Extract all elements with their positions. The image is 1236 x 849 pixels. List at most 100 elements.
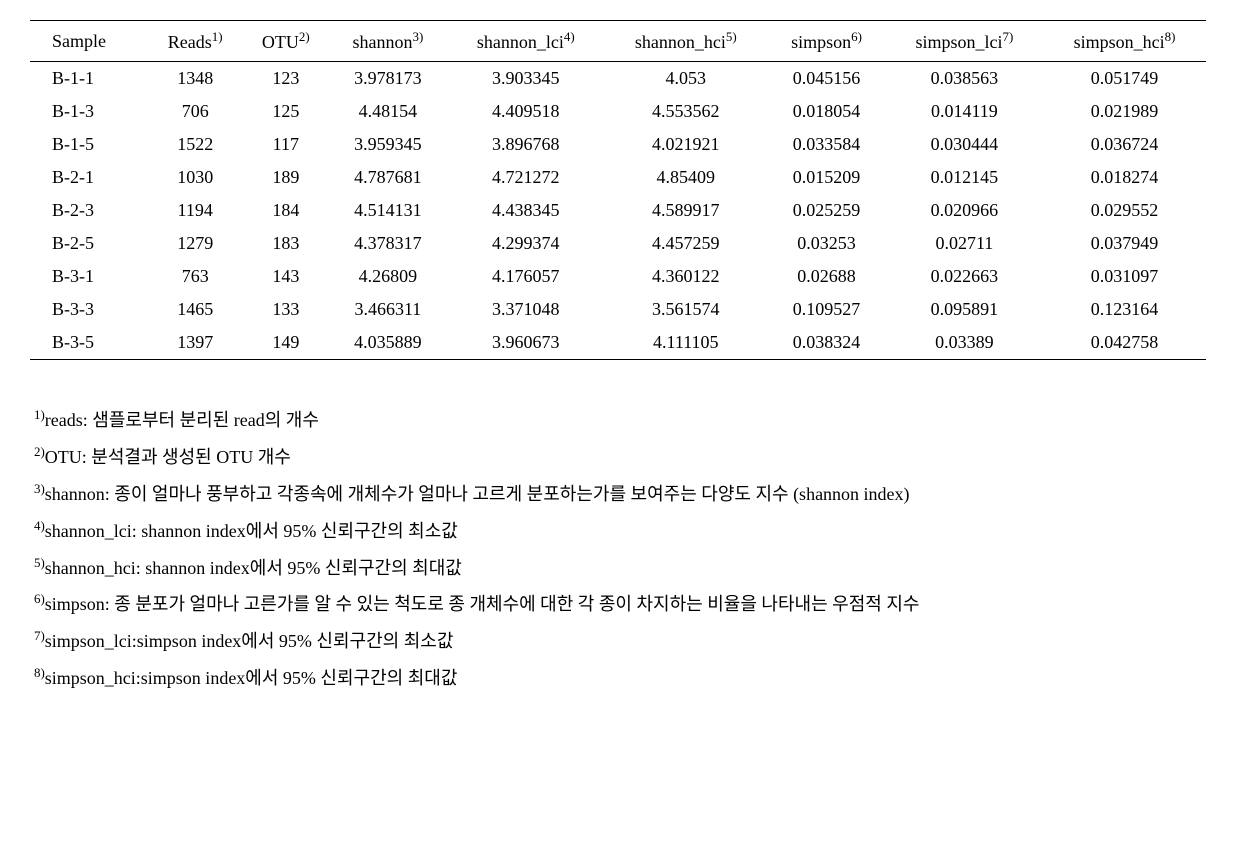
diversity-table: SampleReads1)OTU2)shannon3)shannon_lci4)… bbox=[30, 20, 1206, 360]
table-cell: 149 bbox=[243, 326, 329, 360]
table-cell: 4.589917 bbox=[604, 194, 767, 227]
table-cell: B-2-1 bbox=[30, 161, 147, 194]
table-cell: 183 bbox=[243, 227, 329, 260]
table-cell: 4.299374 bbox=[447, 227, 604, 260]
footnote: 3)shannon: 종이 얼마나 풍부하고 각종속에 개체수가 얼마나 고르게… bbox=[34, 476, 1206, 513]
table-cell: 0.109527 bbox=[767, 293, 886, 326]
table-cell: 1279 bbox=[147, 227, 243, 260]
footnote-sup: 3) bbox=[34, 481, 45, 496]
table-cell: 133 bbox=[243, 293, 329, 326]
table-cell: 3.903345 bbox=[447, 62, 604, 96]
table-cell: 3.896768 bbox=[447, 128, 604, 161]
table-cell: B-2-3 bbox=[30, 194, 147, 227]
table-cell: 0.095891 bbox=[886, 293, 1043, 326]
table-cell: 3.466311 bbox=[329, 293, 448, 326]
footnote-sup: 5) bbox=[34, 555, 45, 570]
table-cell: 3.371048 bbox=[447, 293, 604, 326]
table-cell: 0.014119 bbox=[886, 95, 1043, 128]
footnote-text: simpson_hci:simpson index에서 95% 신뢰구간의 최대… bbox=[45, 668, 458, 688]
col-header: OTU2) bbox=[243, 21, 329, 62]
table-cell: 0.051749 bbox=[1043, 62, 1206, 96]
table-cell: 1465 bbox=[147, 293, 243, 326]
table-row: B-2-311941844.5141314.4383454.5899170.02… bbox=[30, 194, 1206, 227]
footnote: 6)simpson: 종 분포가 얼마나 고른가를 알 수 있는 척도로 종 개… bbox=[34, 586, 1206, 623]
col-header: simpson_lci7) bbox=[886, 21, 1043, 62]
table-cell: 0.033584 bbox=[767, 128, 886, 161]
footnote: 7)simpson_lci:simpson index에서 95% 신뢰구간의 … bbox=[34, 623, 1206, 660]
table-cell: 4.721272 bbox=[447, 161, 604, 194]
col-label: Reads bbox=[168, 32, 212, 52]
footnote-text: simpson_lci:simpson index에서 95% 신뢰구간의 최소… bbox=[45, 631, 454, 651]
table-cell: 0.03389 bbox=[886, 326, 1043, 360]
table-cell: 3.561574 bbox=[604, 293, 767, 326]
table-header-row: SampleReads1)OTU2)shannon3)shannon_lci4)… bbox=[30, 21, 1206, 62]
table-row: B-1-113481233.9781733.9033454.0530.04515… bbox=[30, 62, 1206, 96]
table-row: B-3-513971494.0358893.9606734.1111050.03… bbox=[30, 326, 1206, 360]
col-label: simpson_hci bbox=[1074, 32, 1165, 52]
footnote-sup: 2) bbox=[34, 444, 45, 459]
footnote-text: OTU: 분석결과 생성된 OTU 개수 bbox=[45, 447, 291, 467]
table-cell: B-1-5 bbox=[30, 128, 147, 161]
table-cell: 4.035889 bbox=[329, 326, 448, 360]
table-cell: 0.036724 bbox=[1043, 128, 1206, 161]
table-cell: 4.111105 bbox=[604, 326, 767, 360]
footnote-text: shannon_lci: shannon index에서 95% 신뢰구간의 최… bbox=[45, 521, 458, 541]
table-cell: B-1-1 bbox=[30, 62, 147, 96]
table-cell: 0.038324 bbox=[767, 326, 886, 360]
table-cell: 4.514131 bbox=[329, 194, 448, 227]
table-cell: 4.438345 bbox=[447, 194, 604, 227]
table-cell: 0.02711 bbox=[886, 227, 1043, 260]
footnote-sup: 1) bbox=[34, 407, 45, 422]
table-cell: 0.015209 bbox=[767, 161, 886, 194]
table-cell: 0.030444 bbox=[886, 128, 1043, 161]
table-cell: 189 bbox=[243, 161, 329, 194]
footnote: 1)reads: 샘플로부터 분리된 read의 개수 bbox=[34, 402, 1206, 439]
table-cell: 1522 bbox=[147, 128, 243, 161]
col-header: shannon_lci4) bbox=[447, 21, 604, 62]
footnote-text: reads: 샘플로부터 분리된 read의 개수 bbox=[45, 410, 319, 430]
table-cell: 117 bbox=[243, 128, 329, 161]
col-label: simpson bbox=[791, 32, 851, 52]
table-cell: 1030 bbox=[147, 161, 243, 194]
table-cell: 1348 bbox=[147, 62, 243, 96]
col-sup: 3) bbox=[412, 29, 423, 44]
table-cell: 4.553562 bbox=[604, 95, 767, 128]
footnote: 2)OTU: 분석결과 생성된 OTU 개수 bbox=[34, 439, 1206, 476]
col-header: Reads1) bbox=[147, 21, 243, 62]
col-header: simpson6) bbox=[767, 21, 886, 62]
col-label: shannon_lci bbox=[477, 32, 564, 52]
col-sup: 1) bbox=[212, 29, 223, 44]
table-cell: 125 bbox=[243, 95, 329, 128]
table-cell: 4.26809 bbox=[329, 260, 448, 293]
table-cell: 0.018054 bbox=[767, 95, 886, 128]
table-cell: 0.020966 bbox=[886, 194, 1043, 227]
table-cell: B-3-5 bbox=[30, 326, 147, 360]
col-header: Sample bbox=[30, 21, 147, 62]
table-row: B-1-37061254.481544.4095184.5535620.0180… bbox=[30, 95, 1206, 128]
col-sup: 4) bbox=[564, 29, 575, 44]
table-body: B-1-113481233.9781733.9033454.0530.04515… bbox=[30, 62, 1206, 360]
table-row: B-1-515221173.9593453.8967684.0219210.03… bbox=[30, 128, 1206, 161]
table-cell: 0.037949 bbox=[1043, 227, 1206, 260]
table-cell: B-3-1 bbox=[30, 260, 147, 293]
table-cell: 0.03253 bbox=[767, 227, 886, 260]
table-cell: B-3-3 bbox=[30, 293, 147, 326]
table-cell: 0.025259 bbox=[767, 194, 886, 227]
table-cell: 763 bbox=[147, 260, 243, 293]
table-cell: 4.85409 bbox=[604, 161, 767, 194]
table-cell: 0.042758 bbox=[1043, 326, 1206, 360]
table-cell: 143 bbox=[243, 260, 329, 293]
table-cell: 1194 bbox=[147, 194, 243, 227]
table-cell: 123 bbox=[243, 62, 329, 96]
col-header: simpson_hci8) bbox=[1043, 21, 1206, 62]
table-cell: 4.787681 bbox=[329, 161, 448, 194]
col-sup: 2) bbox=[299, 29, 310, 44]
table-cell: 0.012145 bbox=[886, 161, 1043, 194]
footnote-sup: 4) bbox=[34, 518, 45, 533]
table-cell: 4.457259 bbox=[604, 227, 767, 260]
col-sup: 5) bbox=[726, 29, 737, 44]
table-cell: 3.978173 bbox=[329, 62, 448, 96]
table-cell: 0.031097 bbox=[1043, 260, 1206, 293]
footnote-sup: 7) bbox=[34, 628, 45, 643]
table-cell: 4.021921 bbox=[604, 128, 767, 161]
